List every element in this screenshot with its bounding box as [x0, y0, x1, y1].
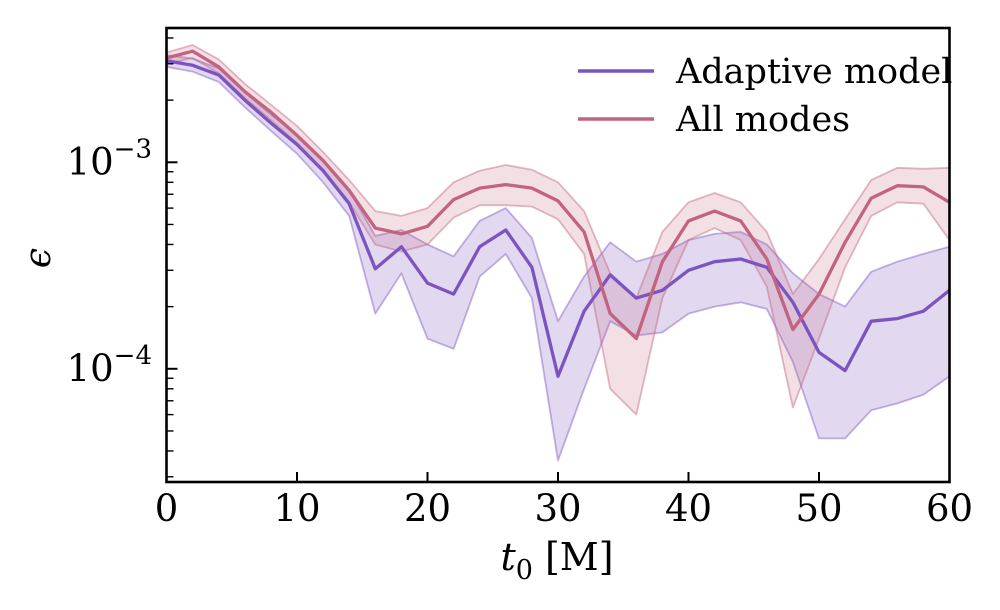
all-modes-band-upper-edge: [166, 44, 950, 299]
x-axis-tick-label: 30: [534, 487, 581, 530]
x-axis-tick-label: 20: [404, 487, 451, 530]
y-axis-tick-label: 10−3: [67, 134, 152, 183]
all-modes-line: [166, 49, 950, 341]
x-axis-tick-label: 50: [795, 487, 842, 530]
legend-label: Adaptive model: [675, 52, 952, 92]
x-axis-label: t0 [M]: [500, 535, 613, 586]
y-axis-tick-label: 10−4: [67, 341, 152, 390]
adaptive-model-line: [166, 59, 950, 378]
plot-frame: [165, 26, 951, 484]
legend-item: All modes: [578, 100, 850, 140]
adaptive-model-band-lower-edge: [166, 65, 950, 462]
legend-label: All modes: [675, 100, 850, 140]
legend-item: Adaptive model: [578, 52, 952, 92]
x-axis-tick-label: 0: [155, 487, 179, 530]
adaptive-model-band: [166, 55, 950, 461]
x-axis-tick-label: 10: [273, 487, 320, 530]
x-axis-tick-label: 40: [665, 487, 712, 530]
y-axis-label: ϵ: [18, 248, 59, 268]
legend: Adaptive model All modes: [578, 52, 952, 140]
plot-area: [166, 44, 950, 462]
x-axis-tick-label: 60: [926, 487, 973, 530]
